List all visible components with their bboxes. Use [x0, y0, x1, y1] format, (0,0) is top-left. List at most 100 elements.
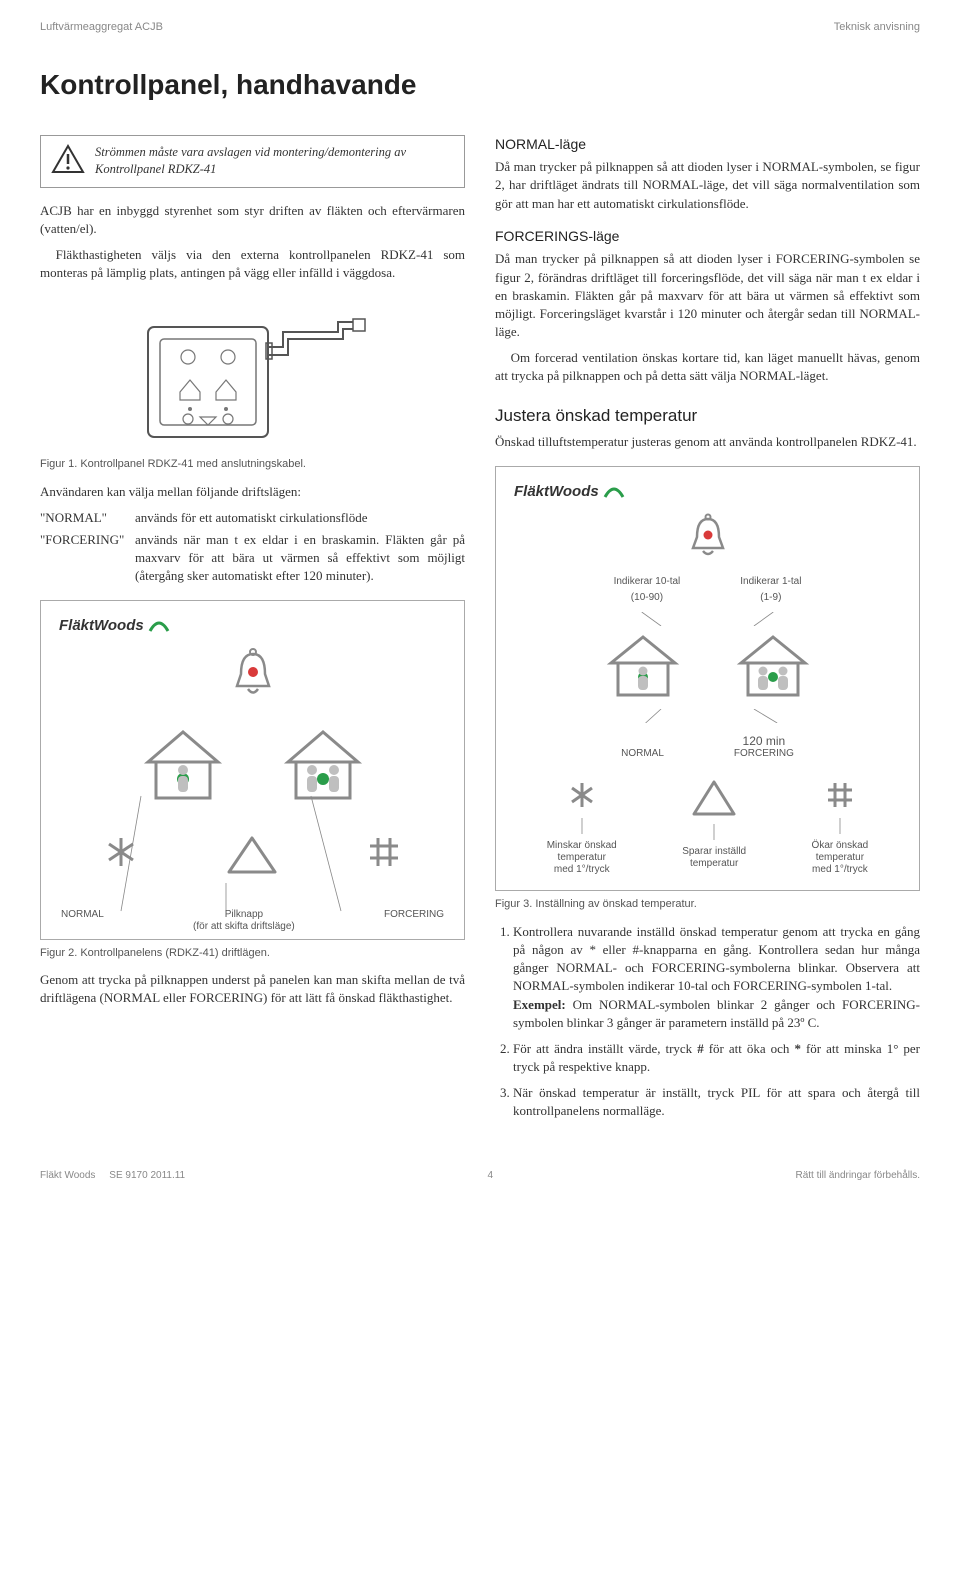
house-row [59, 724, 446, 804]
fig2-pilknapp: Pilknapp [225, 909, 263, 920]
right-column: NORMAL-läge Då man trycker på pilknappen… [495, 135, 920, 1129]
mode-forcering-label: "FORCERING" [40, 531, 135, 586]
page-footer: Fläkt Woods SE 9170 2011.11 4 Rätt till … [40, 1169, 920, 1183]
mode-forcering-lbl: 120 min FORCERING [734, 734, 794, 760]
main-content: Strömmen måste vara avslagen vid monteri… [40, 135, 920, 1129]
plus-label: Ökar önskad temperatur med 1°/tryck [812, 840, 869, 876]
mode-normal-lbl: NORMAL [621, 748, 664, 760]
fig1-caption: Figur 1. Kontrollpanel RDKZ-41 med anslu… [40, 457, 465, 472]
forcering-p1: Då man trycker på pilknappen så att diod… [495, 250, 920, 341]
btn3-row: Minskar önskad temperatur med 1°/tryck S… [514, 778, 901, 876]
arrow3-icon [690, 778, 738, 818]
bell-wrap [59, 646, 446, 706]
page-title: Kontrollpanel, handhavande [40, 65, 920, 104]
house3-row [514, 631, 901, 701]
logo3-arc-icon [603, 483, 625, 499]
footer-left: Fläkt Woods SE 9170 2011.11 [40, 1169, 185, 1183]
step1: Kontrollera nuvarande inställd önskad te… [513, 923, 920, 1032]
minus-l1: Minskar önskad [547, 840, 617, 851]
hash3-icon [823, 778, 857, 812]
footer-docid: SE 9170 2011.11 [109, 1170, 185, 1181]
save-label: Sparar inställd temperatur [682, 846, 746, 870]
btn-plus: Ökar önskad temperatur med 1°/tryck [812, 778, 869, 876]
forcering-heading: FORCERINGS-läge [495, 227, 920, 247]
plus-l3: med 1°/tryck [812, 864, 868, 875]
plus-l1: Ökar önskad [812, 840, 869, 851]
panel-fig3: FläktWoods Indikerar 10-tal (10-90) Indi… [495, 466, 920, 892]
mode-labels: NORMAL 120 min FORCERING [514, 734, 901, 760]
adjust-p: Önskad tilluftstemperatur justeras genom… [495, 433, 920, 451]
page-header: Luftvärmeaggregat ACJB Teknisk anvisning [40, 20, 920, 35]
minus-l2: temperatur [558, 852, 606, 863]
mode-normal-desc: används för ett automatiskt cirkulations… [135, 509, 465, 527]
ind10-l: Indikerar 10-tal [614, 576, 681, 588]
fig3-caption: Figur 3. Inställning av önskad temperatu… [495, 897, 920, 912]
ind1-col: Indikerar 1-tal (1-9) [740, 576, 801, 604]
minus-label: Minskar önskad temperatur med 1°/tryck [547, 840, 617, 876]
s2a: För att ändra inställt värde, tryck [513, 1041, 697, 1056]
house3-normal-icon [603, 631, 683, 701]
step2: För att ändra inställt värde, tryck # fö… [513, 1040, 920, 1076]
line-save [711, 824, 717, 840]
btn-minus: Minskar önskad temperatur med 1°/tryck [547, 778, 617, 876]
ind10-r: (10-90) [631, 592, 663, 604]
panel-fig2: FläktWoods [40, 600, 465, 940]
step3: När önskad temperatur är inställt, tryck… [513, 1084, 920, 1120]
device-illustration [138, 297, 368, 447]
house3-forcering-icon [733, 631, 813, 701]
house-forcering-icon [278, 724, 368, 804]
line-minus [579, 818, 585, 834]
mode-lines [514, 709, 901, 723]
forcering-time: 120 min [734, 734, 794, 748]
logo3: FläktWoods [514, 481, 901, 502]
mode-forcering: "FORCERING" används när man t ex eldar i… [40, 531, 465, 586]
footer-page: 4 [488, 1169, 494, 1183]
bell3-icon [681, 512, 735, 566]
mode-forcering-desc: används när man t ex eldar i en braskami… [135, 531, 465, 586]
header-left: Luftvärmeaggregat ACJB [40, 20, 163, 35]
logo-text: FläktWoods [59, 615, 144, 636]
mode-normal-label: "NORMAL" [40, 509, 135, 527]
adjust-heading: Justera önskad temperatur [495, 404, 920, 428]
header-right: Teknisk anvisning [834, 20, 920, 35]
s1-ex-label: Exempel: [513, 997, 566, 1012]
steps-list: Kontrollera nuvarande inställd önskad te… [495, 923, 920, 1121]
hash-button-icon [364, 832, 404, 872]
minus-l3: med 1°/tryck [554, 864, 610, 875]
ind10-col: Indikerar 10-tal (10-90) [614, 576, 681, 604]
arrow-button-icon [225, 832, 279, 878]
save-l1: Sparar inställd [682, 846, 746, 857]
fig2-forcering-label: FORCERING [384, 909, 444, 933]
save-l2: temperatur [690, 858, 738, 869]
s1-ex: Om NORMAL-symbolen blinkar 2 gånger och … [513, 997, 920, 1030]
warning-text: Strömmen måste vara avslagen vid monteri… [95, 144, 454, 179]
mode-list: "NORMAL" används för ett automatiskt cir… [40, 509, 465, 586]
fig2-pilknapp-label: Pilknapp (för att skifta driftsläge) [193, 909, 295, 933]
fig2-caption: Figur 2. Kontrollpanelens (RDKZ-41) drif… [40, 946, 465, 961]
btn-row [59, 832, 446, 878]
fig2-labels: NORMAL Pilknapp (för att skifta driftslä… [41, 909, 464, 933]
logo3-text: FläktWoods [514, 481, 599, 502]
s1-text: Kontrollera nuvarande inställd önskad te… [513, 924, 920, 994]
s2b: för att öka och [704, 1041, 795, 1056]
modes-intro: Användaren kan välja mellan följande dri… [40, 483, 465, 501]
btn-save: Sparar inställd temperatur [682, 778, 746, 870]
footer-right: Rätt till ändringar förbehålls. [795, 1169, 920, 1183]
bell3-wrap [514, 512, 901, 566]
footer-company: Fläkt Woods [40, 1170, 95, 1181]
plus-l2: temperatur [816, 852, 864, 863]
line-plus [837, 818, 843, 834]
intro-p2: Fläkthastigheten väljs via den externa k… [40, 246, 465, 282]
house-normal-icon [138, 724, 228, 804]
star3-icon [565, 778, 599, 812]
indicator-labels: Indikerar 10-tal (10-90) Indikerar 1-tal… [514, 576, 901, 604]
figure1 [40, 297, 465, 447]
normal-heading: NORMAL-läge [495, 135, 920, 155]
mode-normal: "NORMAL" används för ett automatiskt cir… [40, 509, 465, 527]
fig2-normal-label: NORMAL [61, 909, 104, 933]
forcering-p2: Om forcerad ventilation önskas kortare t… [495, 349, 920, 385]
ind1-r: (1-9) [760, 592, 781, 604]
bell-icon [223, 646, 283, 706]
left-column: Strömmen måste vara avslagen vid monteri… [40, 135, 465, 1129]
logo: FläktWoods [59, 615, 446, 636]
